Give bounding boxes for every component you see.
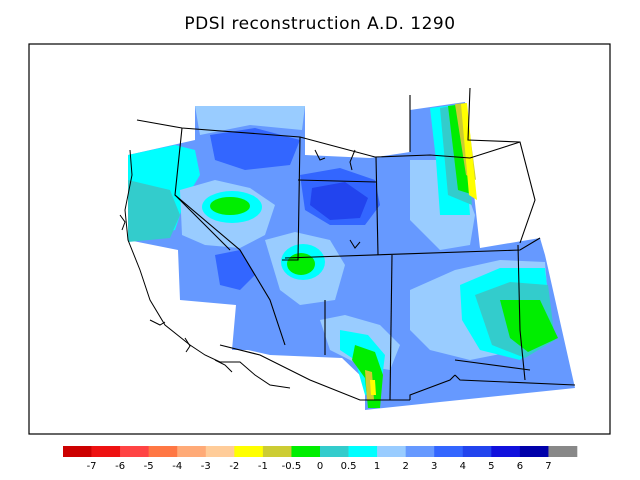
state-boundaries bbox=[136, 87, 576, 401]
field-mt-light bbox=[195, 106, 305, 135]
field-nd-yellow bbox=[461, 103, 477, 200]
field-west-teal bbox=[128, 180, 180, 242]
legend-swatch bbox=[177, 446, 207, 457]
legend-swatch bbox=[462, 446, 492, 457]
legend-swatch bbox=[348, 446, 378, 457]
legend-tick-label: 0.5 bbox=[341, 461, 357, 472]
legend-tick-label: 3 bbox=[431, 461, 437, 472]
legend-tick-label: -3 bbox=[201, 461, 211, 472]
field-wy-core bbox=[310, 182, 368, 220]
legend-tick-label: -6 bbox=[115, 461, 125, 472]
legend-swatch bbox=[377, 446, 406, 457]
legend-swatch bbox=[519, 446, 549, 457]
legend-swatch bbox=[405, 446, 435, 457]
legend-tick-label: 6 bbox=[517, 461, 523, 472]
legend-swatch bbox=[120, 446, 149, 457]
legend-swatch bbox=[434, 446, 464, 457]
legend-swatch bbox=[320, 446, 349, 457]
legend-swatch bbox=[63, 446, 92, 457]
legend-swatch bbox=[262, 446, 292, 457]
legend-tick-label: -4 bbox=[172, 461, 182, 472]
legend-tick-label: 5 bbox=[488, 461, 494, 472]
legend-tick-label: -1 bbox=[258, 461, 268, 472]
map-title: PDSI reconstruction A.D. 1290 bbox=[184, 14, 456, 34]
legend-swatch bbox=[548, 446, 578, 457]
field-id-blue bbox=[210, 128, 300, 170]
field-snv-blue bbox=[215, 250, 255, 290]
coastline bbox=[119, 149, 361, 389]
field-ks-green bbox=[500, 300, 558, 352]
legend-tick-label: -5 bbox=[144, 461, 154, 472]
legend-swatch bbox=[291, 446, 321, 457]
field-az-yellow bbox=[370, 380, 376, 395]
legend-tick-label: 1 bbox=[374, 461, 380, 472]
legend-swatch bbox=[205, 446, 235, 457]
legend-tick-label: -0.5 bbox=[282, 461, 302, 472]
legend-tick-label: 0 bbox=[317, 461, 323, 472]
legend-swatch bbox=[91, 446, 121, 457]
legend-swatch bbox=[234, 446, 264, 457]
legend-tick-label: 2 bbox=[402, 461, 408, 472]
legend-tick-label: 7 bbox=[545, 461, 551, 472]
legend-tick-label: -7 bbox=[87, 461, 97, 472]
legend-swatch bbox=[491, 446, 521, 457]
legend-tick-label: -2 bbox=[229, 461, 239, 472]
field-nv-green bbox=[210, 197, 250, 215]
legend-swatch bbox=[148, 446, 178, 457]
legend-tick-label: 4 bbox=[460, 461, 466, 472]
field-ut-green bbox=[287, 253, 315, 275]
